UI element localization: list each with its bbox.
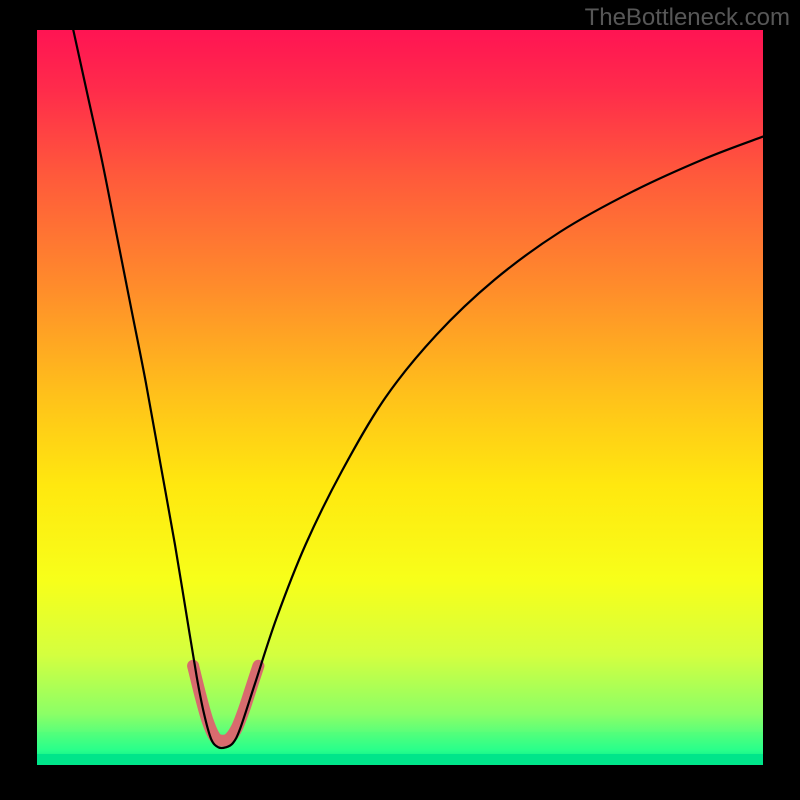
gradient-background [37, 30, 763, 765]
plot-svg [37, 30, 763, 765]
chart-container: TheBottleneck.com [0, 0, 800, 800]
watermark-text: TheBottleneck.com [585, 4, 790, 32]
floor-band [37, 754, 763, 765]
plot-area [37, 30, 763, 765]
